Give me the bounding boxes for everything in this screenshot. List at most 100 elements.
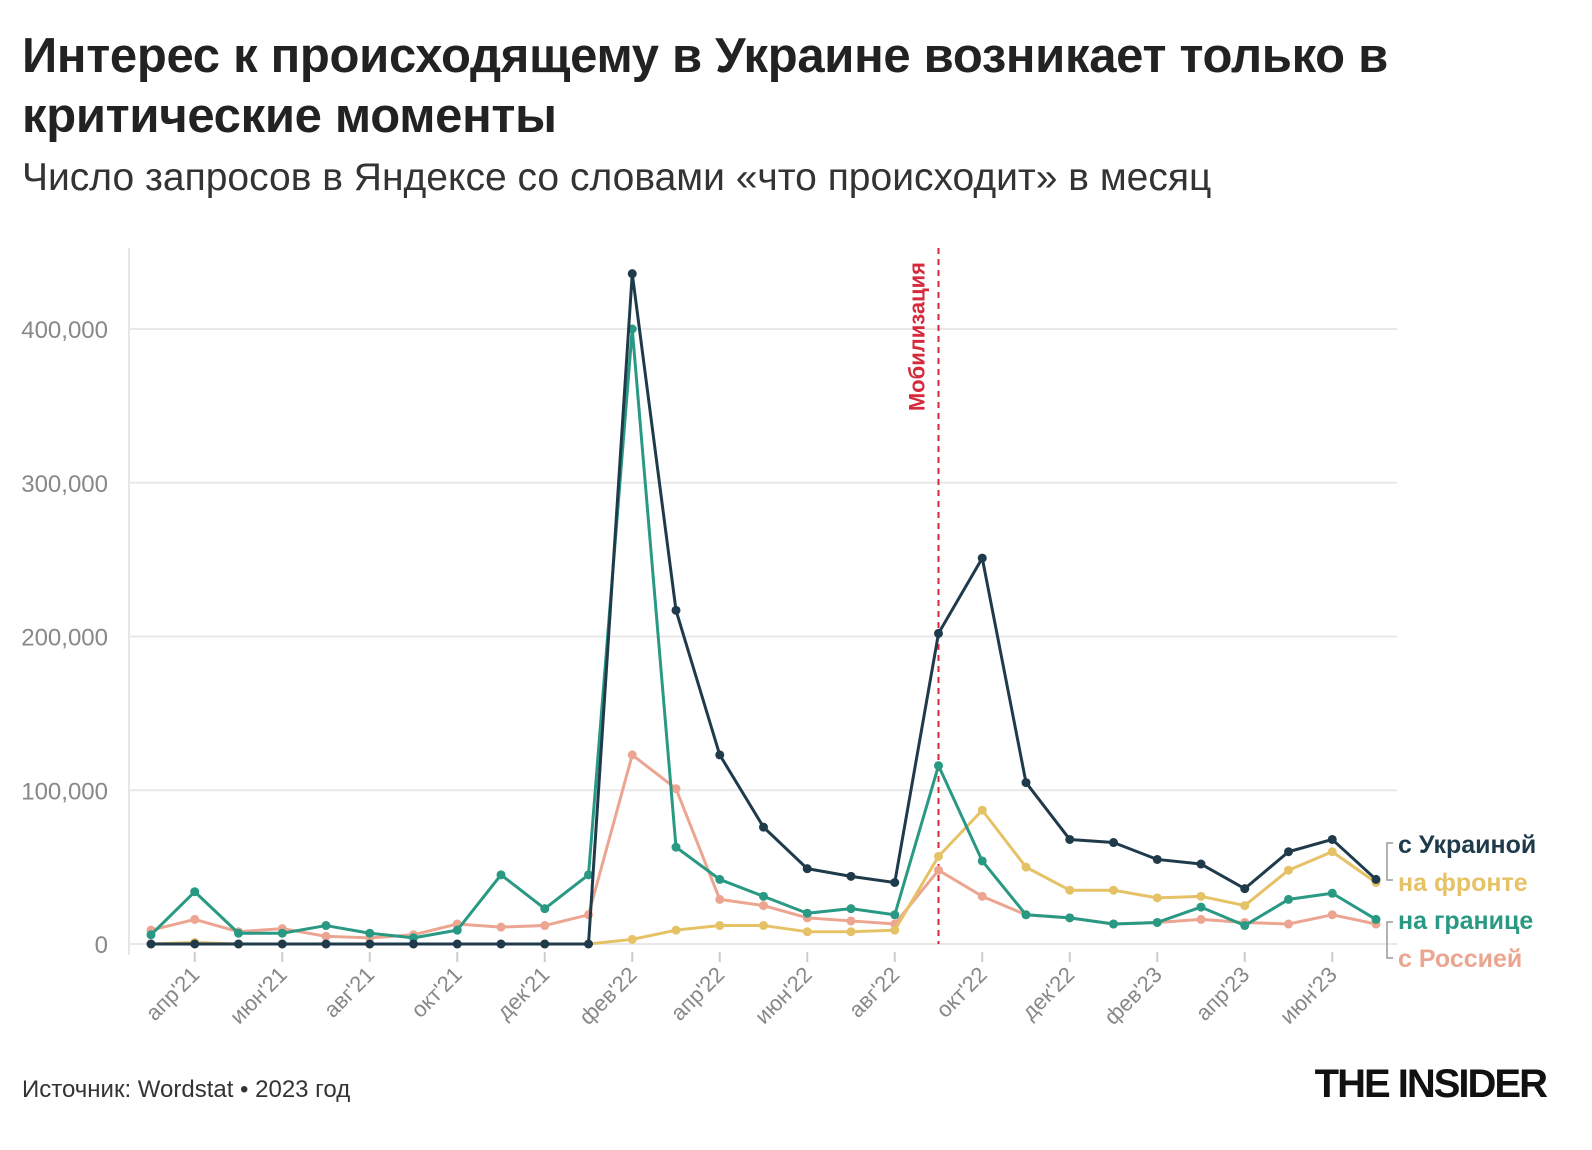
data-point (671, 784, 681, 794)
data-point (977, 856, 987, 866)
data-point (1021, 910, 1031, 920)
data-point (890, 910, 900, 920)
data-point (759, 822, 768, 832)
data-point (496, 939, 506, 949)
data-point (671, 842, 681, 852)
data-point (715, 750, 725, 760)
mobilization-label: Мобилизация (905, 262, 930, 411)
x-tick-label: авг'22 (844, 962, 905, 1023)
y-tick-label: 300,000 (21, 471, 108, 498)
data-point (802, 908, 812, 918)
x-tick-label: окт'21 (406, 962, 467, 1023)
data-point (584, 939, 593, 949)
data-point (1240, 884, 1250, 894)
data-point (1371, 914, 1381, 924)
data-point (409, 933, 418, 943)
data-point (190, 914, 200, 924)
series-line (151, 272, 1378, 946)
chart-title: Интерес к происходящему в Украине возник… (22, 29, 1388, 143)
legend-label: на фронте (1398, 869, 1528, 897)
data-point (1065, 885, 1075, 895)
data-point (802, 927, 812, 937)
data-point (759, 891, 768, 901)
data-point (977, 891, 987, 901)
x-tick-label: фев'22 (574, 962, 642, 1030)
data-point (1240, 921, 1250, 931)
data-point (934, 628, 943, 638)
data-point (1021, 862, 1031, 872)
data-point (1065, 834, 1075, 844)
data-point (1284, 894, 1293, 904)
data-point (977, 805, 987, 815)
data-point (1327, 834, 1337, 844)
legend-bracket (1386, 842, 1393, 881)
data-point (365, 939, 375, 949)
data-point (452, 925, 462, 935)
data-point (802, 864, 812, 874)
data-point (496, 922, 506, 932)
data-point (540, 921, 550, 931)
legend-bracket (1386, 921, 1393, 959)
legend-label: на границе (1398, 907, 1533, 935)
data-point (759, 921, 768, 931)
data-point (1196, 859, 1206, 869)
the-insider-logo: THE INSIDER (1314, 1062, 1548, 1106)
data-point (1109, 838, 1118, 848)
data-point (1371, 874, 1381, 884)
data-point (846, 904, 856, 914)
data-point (277, 928, 287, 938)
data-point (1152, 893, 1162, 903)
x-tick-label: фев'23 (1099, 962, 1167, 1030)
data-point (627, 934, 637, 944)
data-point (627, 269, 637, 279)
data-point (934, 851, 943, 861)
data-point (1284, 919, 1293, 929)
data-point (1196, 891, 1206, 901)
legend-label: с Украиной (1398, 831, 1536, 859)
data-point (1327, 910, 1337, 920)
data-point (1327, 847, 1337, 857)
x-tick-label: окт'22 (931, 962, 992, 1023)
data-point (846, 916, 856, 926)
data-point (627, 750, 637, 760)
data-point (1109, 885, 1118, 895)
data-point (671, 605, 681, 615)
data-point (1109, 919, 1118, 929)
data-point (190, 939, 200, 949)
data-point (1152, 917, 1162, 927)
data-point (496, 870, 506, 880)
data-point (977, 553, 987, 563)
data-point (321, 931, 331, 941)
data-point (890, 925, 900, 935)
data-point (540, 904, 550, 914)
data-point (934, 761, 943, 771)
data-point (759, 901, 768, 911)
data-point (190, 887, 200, 897)
x-tick-label: апр'21 (141, 962, 205, 1026)
data-point (234, 939, 243, 949)
data-point (277, 939, 287, 949)
data-point (715, 921, 725, 931)
x-tick-label: апр'23 (1191, 962, 1255, 1026)
data-point (321, 921, 331, 931)
data-point (890, 878, 900, 887)
data-point (365, 928, 375, 938)
x-tick-label: дек'21 (492, 962, 554, 1024)
data-point (1284, 865, 1293, 875)
data-point (715, 894, 725, 904)
legend-label: с Россией (1398, 945, 1522, 973)
data-point (1021, 778, 1031, 788)
data-point (715, 874, 725, 884)
data-point (1196, 902, 1206, 912)
data-point (452, 939, 462, 949)
data-point (671, 925, 681, 935)
y-tick-label: 200,000 (21, 625, 108, 652)
data-point (1152, 854, 1162, 864)
y-tick-label: 400,000 (21, 317, 108, 344)
x-tick-label: апр'22 (666, 962, 730, 1026)
y-tick-label: 0 (95, 932, 108, 959)
data-point (321, 939, 331, 949)
data-point (146, 939, 156, 949)
data-point (1284, 847, 1293, 857)
